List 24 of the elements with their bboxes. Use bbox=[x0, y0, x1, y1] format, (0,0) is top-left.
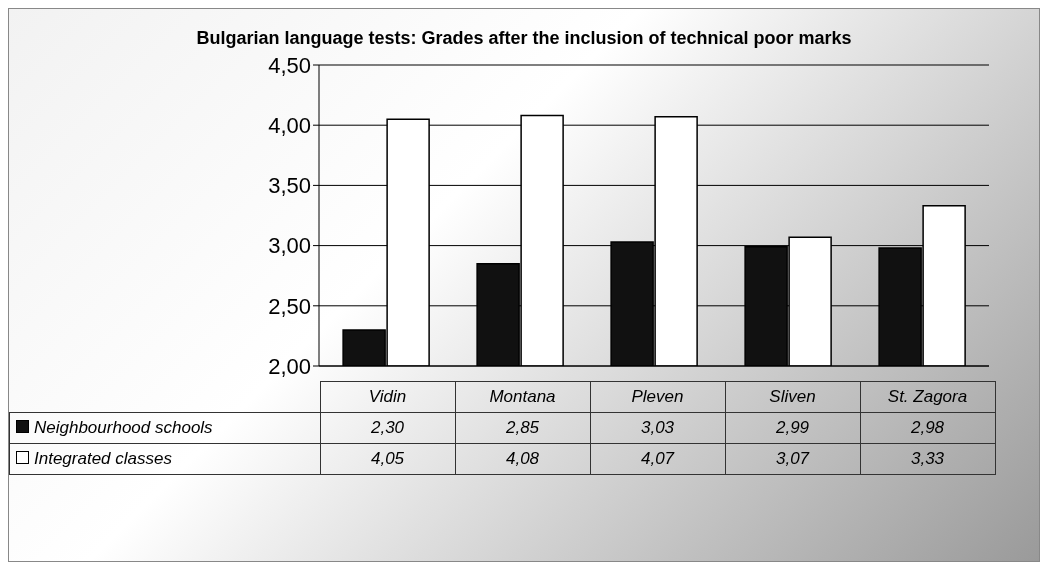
y-tick-label: 3,00 bbox=[268, 233, 311, 259]
data-label: 4,05 bbox=[320, 443, 455, 475]
x-tick-label: St. Zagora bbox=[860, 381, 995, 413]
data-label: 2,30 bbox=[320, 412, 455, 444]
data-label: 2,98 bbox=[860, 412, 995, 444]
y-tick-label: 4,50 bbox=[268, 52, 311, 78]
y-tick-label: 2,00 bbox=[268, 353, 311, 379]
y-tick-label: 2,50 bbox=[268, 293, 311, 319]
x-tick-label: Sliven bbox=[725, 381, 860, 413]
legend-label: Integrated classes bbox=[9, 443, 320, 475]
legend-label: Neighbourhood schools bbox=[9, 412, 320, 444]
chart-title: Bulgarian language tests: Grades after the inclusion of technical poor marks bbox=[195, 27, 853, 50]
data-label: 2,85 bbox=[455, 412, 590, 444]
x-tick-label: Vidin bbox=[320, 381, 455, 413]
data-label: 4,07 bbox=[590, 443, 725, 475]
y-tick-label: 4,00 bbox=[268, 113, 311, 139]
data-label: 3,03 bbox=[590, 412, 725, 444]
data-label: 3,33 bbox=[860, 443, 995, 475]
data-label: 2,99 bbox=[725, 412, 860, 444]
data-label: 3,07 bbox=[725, 443, 860, 475]
data-label: 4,08 bbox=[455, 443, 590, 475]
x-tick-label: Montana bbox=[455, 381, 590, 413]
x-tick-label: Pleven bbox=[590, 381, 725, 413]
y-tick-label: 3,50 bbox=[268, 173, 311, 199]
